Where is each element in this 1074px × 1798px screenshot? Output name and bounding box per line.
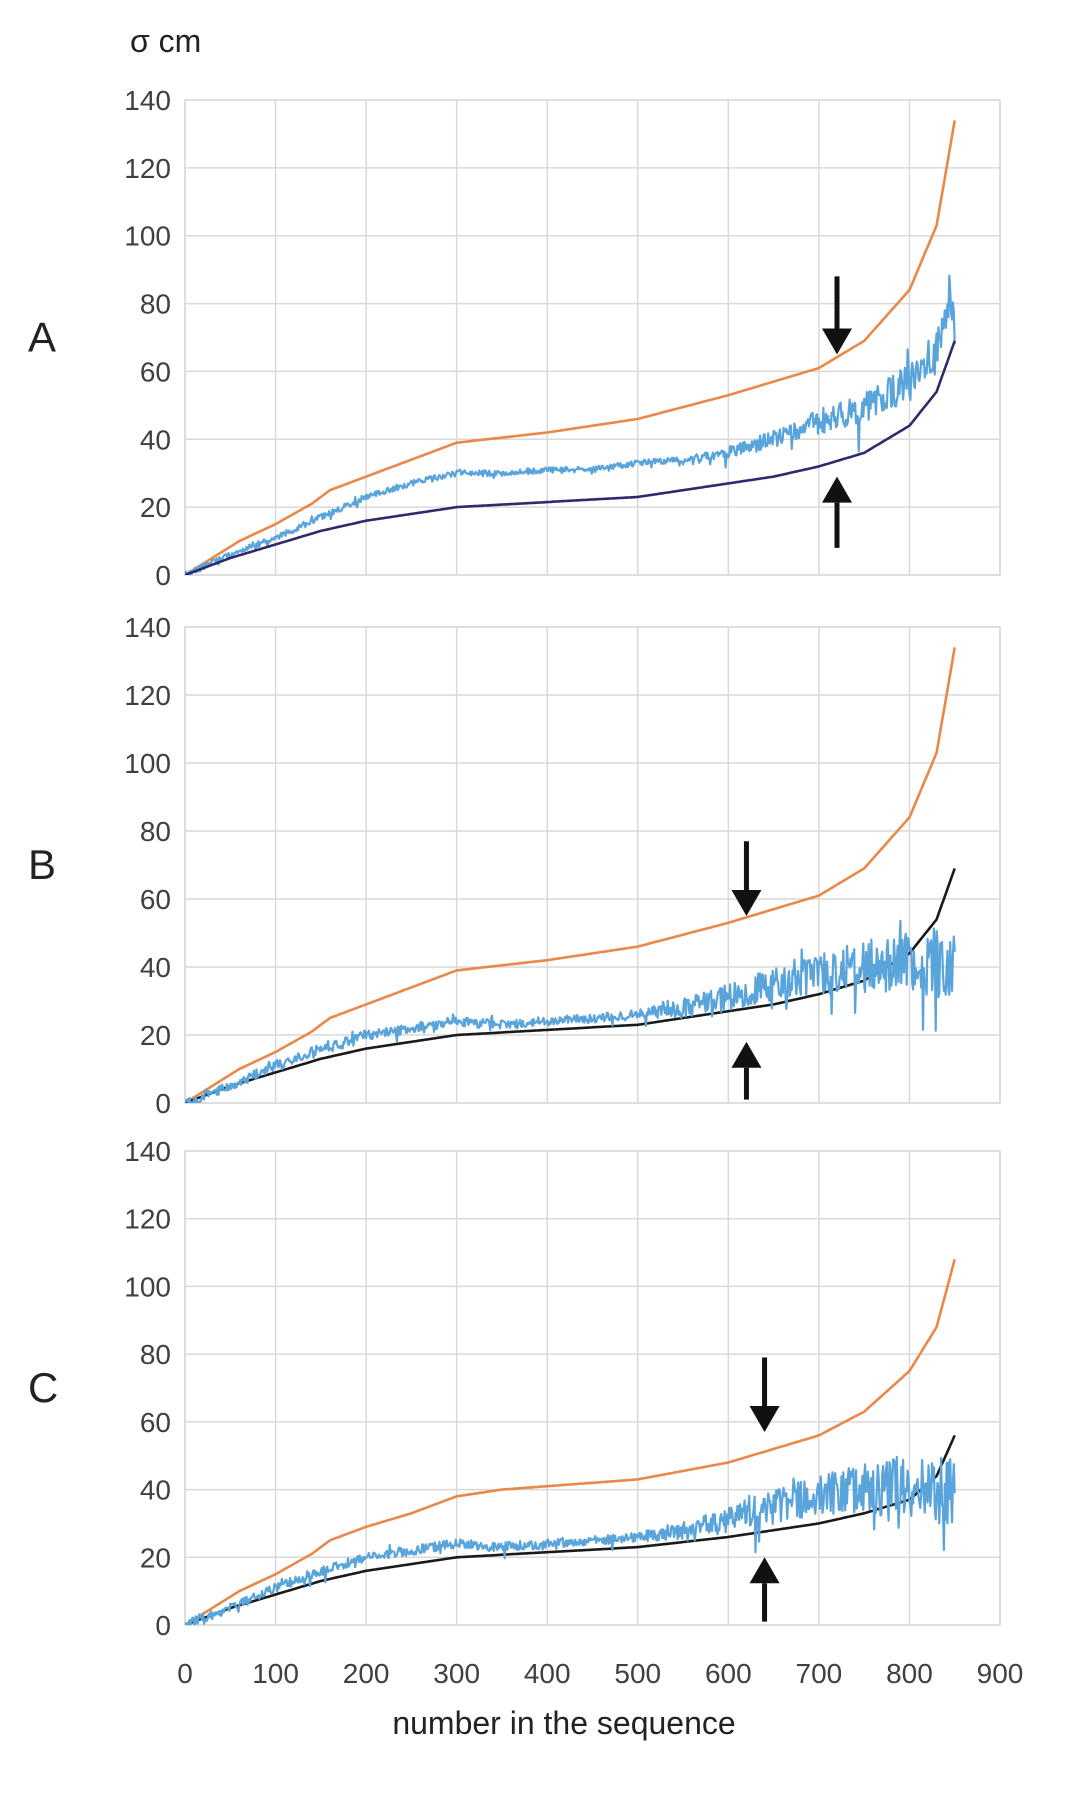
series-line-orange — [185, 1258, 956, 1625]
y-tick-label: 60 — [140, 356, 171, 387]
plot-area — [184, 626, 1001, 1104]
arrow-head — [822, 328, 852, 355]
x-axis-labels: 0 100 200 300 400 500 600 700 800 900 — [177, 1658, 1023, 1689]
y-tick-label: 100 — [124, 221, 171, 252]
y-tick-label: 40 — [140, 424, 171, 455]
arrow-head — [822, 476, 852, 503]
plot-area — [184, 99, 1001, 576]
series-line-blue — [185, 274, 956, 575]
series-group — [185, 647, 956, 1103]
series-line-blue — [185, 919, 956, 1103]
y-tick-label: 40 — [140, 952, 171, 983]
arrow-head — [749, 1557, 780, 1584]
series-group — [185, 120, 956, 575]
panel-b: 0 20 40 60 80 100 120 140 B — [28, 612, 1001, 1119]
x-tick-label: 100 — [252, 1658, 299, 1689]
x-tick-label: 0 — [177, 1658, 193, 1689]
y-tick-label: 0 — [155, 1088, 171, 1119]
x-tick-label: 600 — [705, 1658, 752, 1689]
series-line-orange — [185, 647, 956, 1103]
y-tick-label: 120 — [124, 680, 171, 711]
x-tick-label: 700 — [796, 1658, 843, 1689]
arrow-head — [749, 1406, 780, 1433]
y-tick-label: 0 — [155, 560, 171, 591]
y-tick-label: 100 — [124, 748, 171, 779]
panel-label: C — [28, 1364, 58, 1411]
y-tick-label: 60 — [140, 1407, 171, 1438]
x-tick-label: 400 — [524, 1658, 571, 1689]
x-tick-label: 800 — [886, 1658, 933, 1689]
y-tick-label: 140 — [124, 1136, 171, 1167]
series-line-navy — [185, 340, 956, 575]
y-tick-label: 20 — [140, 492, 171, 523]
y-tick-label: 80 — [140, 289, 171, 320]
x-axis-title: number in the sequence — [392, 1705, 735, 1741]
y-tick-label: 20 — [140, 1020, 171, 1051]
series-line-blue — [185, 1455, 956, 1625]
y-tick-label: 80 — [140, 816, 171, 847]
y-tick-label: 100 — [124, 1271, 171, 1302]
panels: 0 20 40 60 80 100 120 140 A 0 20 40 60 80 100 120 140 B 0 2… — [28, 85, 1001, 1641]
y-tick-label: 60 — [140, 884, 171, 915]
x-tick-label: 200 — [343, 1658, 390, 1689]
y-tick-label: 20 — [140, 1542, 171, 1573]
x-tick-label: 300 — [433, 1658, 480, 1689]
x-tick-label: 500 — [614, 1658, 661, 1689]
series-line-black — [185, 1434, 956, 1625]
panel-a: 0 20 40 60 80 100 120 140 A — [28, 85, 1001, 591]
arrow-head — [731, 890, 762, 916]
y-tick-label: 120 — [124, 153, 171, 184]
series-group — [185, 1258, 956, 1625]
y-tick-label: 140 — [124, 612, 171, 643]
y-tick-label: 120 — [124, 1204, 171, 1235]
y-tick-label: 40 — [140, 1475, 171, 1506]
arrow-head — [731, 1041, 762, 1068]
x-tick-label: 900 — [977, 1658, 1024, 1689]
y-tick-label: 80 — [140, 1339, 171, 1370]
series-line-orange — [185, 120, 956, 575]
plot-area — [184, 1150, 1001, 1626]
panel-label: B — [28, 841, 56, 888]
series-line-black — [185, 867, 956, 1103]
y-tick-label: 0 — [155, 1610, 171, 1641]
panel-c: 0 20 40 60 80 100 120 140 C — [28, 1136, 1001, 1641]
y-axis-title: σ cm — [130, 23, 201, 59]
panel-label: A — [28, 314, 56, 361]
y-tick-label: 140 — [124, 85, 171, 116]
